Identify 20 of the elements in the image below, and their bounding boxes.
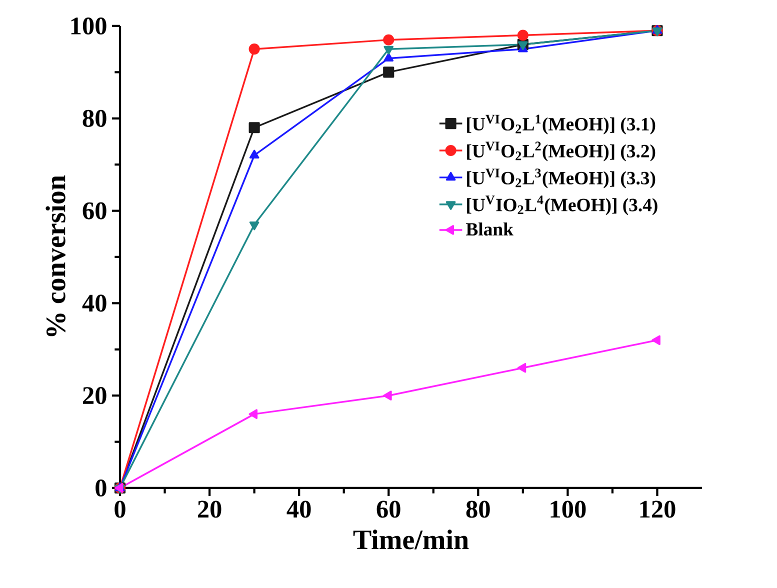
y-tick-label: 20 <box>83 387 106 404</box>
x-tick-label: 0 <box>114 500 126 518</box>
y-tick-label: 60 <box>82 202 106 220</box>
y-tick-label: 100 <box>71 17 106 35</box>
x-tick-label: 80 <box>466 500 490 518</box>
y-tick-label: 80 <box>82 110 106 127</box>
x-tick-label: 120 <box>640 500 676 518</box>
legend-label: [U$^{VI}$O$_{2}$L$^{2}$(MeOH)] (3.2) <box>467 142 656 162</box>
x-tick-label: 40 <box>286 500 311 518</box>
x-axis-title: Time/min <box>353 530 469 550</box>
y-axis-title: % conversion <box>46 175 66 336</box>
legend-label: [U$^{V}$IO$_{2}$L$^{4}$(MeOH)] (3.4) <box>467 196 658 216</box>
legend-label: [U$^{VI}$O$_{2}$L$^{1}$(MeOH)] (3.1) <box>467 114 656 134</box>
x-tick-label: 20 <box>198 500 222 518</box>
y-tick-label: 0 <box>96 479 106 497</box>
x-tick-label: 60 <box>376 500 400 518</box>
x-tick-label: 100 <box>550 500 586 518</box>
y-tick-label: 40 <box>82 294 106 312</box>
legend-label: [U$^{VI}$O$_{2}$L$^{3}$(MeOH)] (3.3) <box>467 168 656 188</box>
legend-label: Blank <box>466 222 514 236</box>
